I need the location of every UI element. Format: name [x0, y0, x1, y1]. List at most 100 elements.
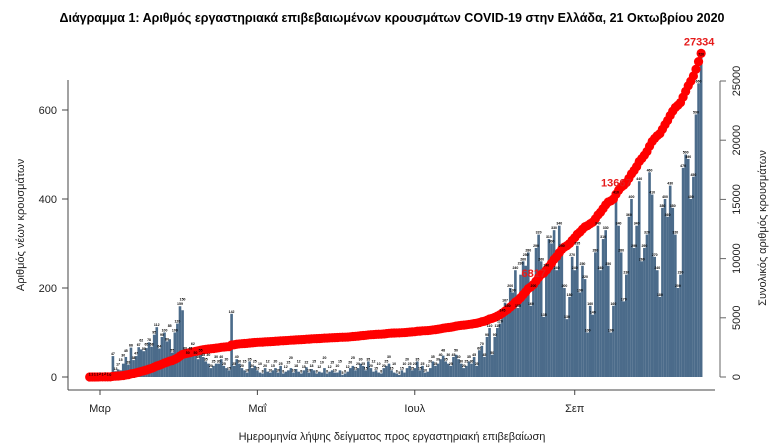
- bar-label: 20: [323, 356, 327, 360]
- bar-label: 10: [392, 362, 396, 366]
- bar: [323, 368, 326, 377]
- bar: [214, 363, 218, 377]
- bar-label: 15: [353, 366, 357, 370]
- bar: [416, 361, 419, 377]
- right-axis-title: Συνολικός αριθμός κρουσμάτων: [757, 150, 769, 306]
- bar-label: 160: [528, 302, 534, 306]
- bar: [152, 334, 156, 377]
- y-left-tick-label: 200: [39, 283, 57, 295]
- bar-label: 25: [351, 356, 355, 360]
- bar-label: 30: [214, 355, 218, 359]
- bar-label: 1: [96, 373, 98, 377]
- bar-label: 18: [310, 364, 314, 368]
- bar: [681, 167, 685, 377]
- bar: [408, 365, 411, 377]
- bar-label: 8: [380, 369, 382, 373]
- bar-labels-group: 1 1 1 1 2 1 2 1 04713171530452866384767625865786…: [89, 53, 704, 377]
- bar-label: 15: [410, 366, 414, 370]
- bar: [204, 361, 208, 377]
- bar: [537, 234, 540, 377]
- bar-label: 25: [408, 362, 412, 366]
- bar: [465, 365, 468, 377]
- bar-label: 20: [289, 356, 293, 360]
- bar: [637, 181, 641, 377]
- bar: [191, 349, 195, 377]
- bar-label: 360: [665, 213, 671, 217]
- bar: [650, 194, 654, 377]
- bar: [694, 114, 698, 377]
- bar-label: 660: [696, 79, 702, 83]
- bar-label: 95: [152, 331, 156, 335]
- bar: [573, 270, 577, 377]
- bar: [674, 234, 677, 377]
- bar-label: 12: [266, 360, 270, 364]
- bar: [648, 172, 651, 377]
- y-left-tick-label: 400: [39, 194, 57, 206]
- bar: [240, 368, 244, 377]
- bar: [449, 365, 453, 377]
- bar: [248, 361, 251, 377]
- bar-label: 150: [505, 304, 511, 308]
- bar: [297, 371, 300, 377]
- bar-label: 159: [177, 302, 183, 306]
- bar-label: 190: [577, 288, 583, 292]
- bar: [625, 274, 628, 377]
- bar-label: 8: [300, 369, 302, 373]
- bar: [661, 207, 664, 377]
- bar: [268, 372, 272, 377]
- bar-label: 240: [554, 266, 560, 270]
- bar-label: 25: [222, 362, 226, 366]
- bar-label: 112: [154, 323, 160, 327]
- bar-label: 15: [302, 365, 306, 369]
- bar-label: 100: [608, 329, 614, 333]
- bar: [485, 336, 489, 377]
- bar: [689, 199, 693, 377]
- bar: [534, 247, 538, 377]
- bar: [261, 373, 264, 377]
- bar: [266, 371, 270, 377]
- bar-label: 260: [639, 257, 645, 261]
- bar: [563, 288, 566, 377]
- bar: [369, 368, 373, 377]
- bar-label: 10: [320, 360, 324, 364]
- y-right-tick-label: 20000: [731, 125, 743, 156]
- bar-label: 45: [482, 353, 486, 357]
- bar: [480, 345, 484, 377]
- bar-label: 440: [636, 177, 642, 181]
- bar-label: 320: [644, 231, 650, 235]
- bar: [431, 361, 435, 377]
- bar-label: 100: [172, 329, 178, 333]
- bar-label: 8: [262, 369, 264, 373]
- bar-label: 250: [523, 253, 529, 257]
- bar-label: 240: [598, 266, 604, 270]
- bar-label: 40: [235, 355, 239, 359]
- bar: [490, 354, 494, 377]
- bar-label: 400: [662, 195, 668, 199]
- bar-label: 35: [444, 357, 448, 361]
- bar: [532, 288, 535, 377]
- bar: [145, 348, 148, 377]
- bar-label: 60: [477, 346, 481, 350]
- bar-label: 20: [250, 364, 254, 368]
- bar: [663, 199, 667, 377]
- bar-label: 12: [297, 360, 301, 364]
- bar: [459, 363, 463, 377]
- bar-label: 38: [132, 356, 136, 360]
- bar-label: 150: [180, 298, 186, 302]
- bar: [111, 356, 115, 377]
- bar: [560, 247, 564, 377]
- bar: [178, 306, 182, 377]
- bar: [668, 185, 672, 377]
- bar: [243, 370, 246, 377]
- bar: [477, 350, 481, 377]
- bar: [209, 368, 213, 377]
- bar: [671, 207, 675, 377]
- bar-label: 10: [276, 369, 280, 373]
- bar: [207, 363, 210, 377]
- bar: [310, 368, 313, 377]
- bar-label: 12: [372, 360, 376, 364]
- bar: [225, 368, 228, 377]
- bar-label: 135: [541, 313, 547, 317]
- bar: [150, 346, 153, 377]
- bar: [583, 279, 587, 377]
